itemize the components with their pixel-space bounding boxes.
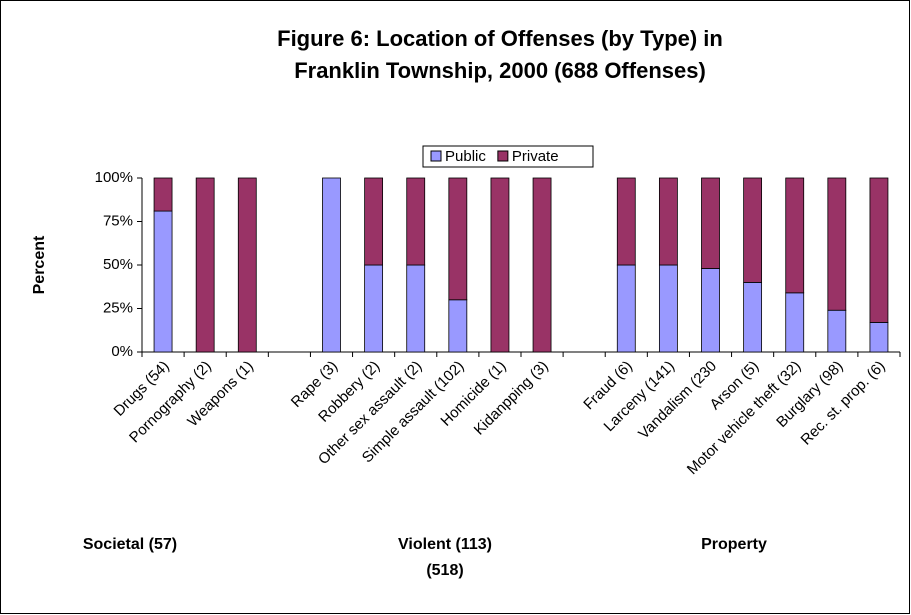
bar-segment <box>195 177 215 353</box>
bar-segment <box>364 177 384 266</box>
bar-segment <box>490 177 510 353</box>
bar-segment <box>532 177 552 353</box>
legend-swatch <box>430 150 442 162</box>
bar-segment <box>701 177 720 269</box>
group-label: Societal (57) <box>83 536 177 553</box>
bar-segment <box>406 177 426 266</box>
bar-segment <box>658 264 678 353</box>
bar-segment <box>869 322 889 353</box>
bar-segment <box>743 177 763 283</box>
bar-segment <box>827 309 847 353</box>
y-tick-label: 0% <box>111 343 133 360</box>
bar-segment <box>827 177 847 311</box>
y-tick-label: 100% <box>95 169 133 186</box>
bar-segment <box>869 177 889 323</box>
y-tick-label: 75% <box>103 212 133 229</box>
bar-segment <box>406 264 426 353</box>
y-tick-label: 50% <box>103 256 133 273</box>
group-label: Property <box>701 536 767 553</box>
bar-segment <box>701 268 720 353</box>
bar-segment <box>743 281 763 353</box>
bar-segment <box>448 299 468 353</box>
legend-label: Private <box>512 148 559 165</box>
y-axis-label: Percent <box>31 235 48 294</box>
group-label: (518) <box>426 562 463 579</box>
bar-segment <box>237 177 257 353</box>
bar-segment <box>785 177 805 294</box>
legend-label: Public <box>445 148 486 165</box>
chart-title: Franklin Township, 2000 (688 Offenses) <box>294 58 706 83</box>
legend-swatch <box>497 150 509 162</box>
bar-segment <box>616 264 636 353</box>
chart-title: Figure 6: Location of Offenses (by Type)… <box>277 26 723 51</box>
bar-segment <box>616 177 636 266</box>
bar-segment <box>364 264 384 353</box>
bar-segment <box>448 177 468 301</box>
bar-segment <box>322 177 341 353</box>
bar-segment <box>658 177 678 266</box>
bar-segment <box>153 210 173 353</box>
group-label: Violent (113) <box>398 536 492 553</box>
bar-segment <box>153 177 173 212</box>
y-tick-label: 25% <box>103 299 133 316</box>
bar-segment <box>785 292 805 353</box>
